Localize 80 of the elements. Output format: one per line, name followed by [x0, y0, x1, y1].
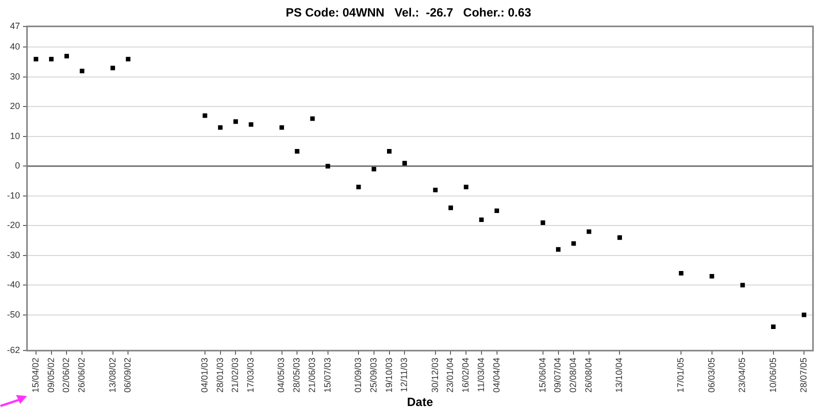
- point: [80, 68, 84, 74]
- point: [310, 116, 315, 121]
- x-tick-label: 13/08/02: [107, 358, 118, 393]
- point: [448, 206, 453, 210]
- y-tick-label: 30: [10, 71, 20, 82]
- point: [802, 312, 806, 318]
- x-tick-label: 30/12/03: [430, 358, 440, 393]
- x-tick-label: 04/01/03: [199, 358, 210, 393]
- x-tick-label: 28/07/05: [798, 358, 809, 393]
- y-tick-label: -40: [6, 280, 20, 290]
- y-tick-label: -20: [6, 220, 20, 230]
- point: [233, 119, 238, 124]
- point: [49, 56, 54, 62]
- point: [464, 184, 468, 190]
- point: [586, 229, 592, 234]
- x-axis-title: Date: [406, 395, 434, 410]
- x-tick-label: 15/04/02: [30, 358, 40, 393]
- x-tick-label: 06/03/05: [706, 358, 716, 393]
- x-tick-label: 02/08/04: [568, 358, 578, 393]
- point: [218, 125, 223, 130]
- x-tick-label: 23/01/04: [445, 358, 456, 393]
- x-tick-label: 17/03/03: [246, 358, 256, 393]
- y-tick-label: -30: [6, 250, 20, 260]
- point: [771, 324, 776, 330]
- point: [479, 217, 484, 222]
- point: [326, 164, 330, 168]
- x-tick-label: 25/09/03: [368, 358, 378, 393]
- point: [494, 208, 500, 214]
- point: [678, 270, 684, 276]
- x-tick-label: 21/02/03: [230, 358, 240, 393]
- point: [402, 160, 407, 166]
- x-tick-label: 16/02/04: [460, 358, 471, 393]
- x-tick-label: 15/07/03: [322, 358, 332, 393]
- point: [64, 54, 69, 58]
- x-tick-label: 04/05/03: [276, 358, 286, 393]
- y-tick-label: 20: [10, 101, 20, 112]
- chart-title: PS Code: 04WNN Vel.: -26.7 Coher.: 0.63: [286, 6, 532, 20]
- point: [279, 125, 284, 130]
- point: [433, 188, 438, 192]
- x-tick-label: 02/06/02: [61, 358, 72, 393]
- x-tick-label: 01/09/03: [353, 358, 364, 393]
- x-tick-label: 23/04/05: [737, 358, 748, 393]
- y-tick-label: 40: [10, 42, 20, 52]
- x-tick-label: 11/03/04: [476, 358, 486, 392]
- x-tick-label: 06/09/02: [122, 358, 133, 393]
- x-tick-label: 15/06/04: [537, 358, 548, 393]
- x-tick-label: 13/10/04: [614, 358, 624, 393]
- x-tick-label: 09/05/02: [46, 358, 56, 393]
- y-tick-label: -50: [6, 309, 20, 320]
- point: [387, 149, 392, 154]
- point: [540, 220, 546, 225]
- point: [740, 282, 745, 288]
- x-tick-label: 10/06/05: [768, 358, 778, 393]
- x-tick-label: 12/11/03: [399, 358, 410, 392]
- point: [617, 235, 622, 240]
- x-tick-label: 21/06/03: [306, 358, 317, 393]
- point: [372, 166, 376, 172]
- point: [248, 122, 254, 127]
- y-tick-label: 0: [14, 160, 20, 171]
- point: [571, 241, 576, 246]
- y-tick-label: 10: [10, 130, 20, 141]
- point: [110, 66, 116, 70]
- point: [710, 274, 714, 278]
- x-tick-label: 19/10/03: [384, 358, 394, 393]
- x-tick-label: 09/07/04: [552, 358, 563, 393]
- point: [294, 149, 300, 154]
- y-tick-label: 47: [10, 20, 20, 31]
- x-tick-label: 26/08/04: [583, 358, 594, 393]
- point: [202, 113, 208, 118]
- y-tick-label: -62: [6, 345, 20, 356]
- point: [34, 56, 38, 62]
- point: [556, 247, 561, 252]
- x-tick-label: 17/01/05: [676, 358, 686, 393]
- point: [126, 56, 130, 62]
- point: [356, 184, 361, 190]
- y-tick-label: -10: [6, 190, 20, 200]
- x-tick-label: 28/01/03: [214, 358, 225, 393]
- x-tick-label: 28/05/03: [292, 358, 302, 393]
- x-tick-label: 04/04/04: [491, 358, 502, 393]
- x-tick-label: 26/06/02: [76, 358, 87, 393]
